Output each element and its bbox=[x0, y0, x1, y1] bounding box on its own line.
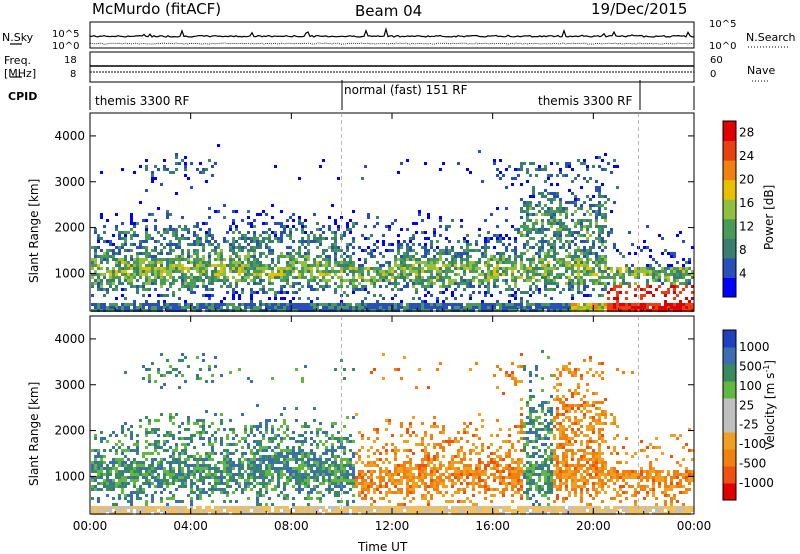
freq-tick-18: 18 bbox=[64, 55, 77, 66]
x-tick-label: 00:00 bbox=[73, 519, 108, 533]
velocity-panel-ytick-label: 1000 bbox=[54, 469, 85, 483]
freq-unit-label: [MHz] bbox=[4, 67, 37, 80]
power-panel-ytick-label: 3000 bbox=[54, 175, 85, 189]
velocity-colorbar-tick: 100 bbox=[739, 379, 762, 393]
nave-tick-60: 60 bbox=[710, 55, 723, 66]
velocity-colorbar-segment bbox=[723, 330, 736, 348]
velocity-colorbar-tick: -100 bbox=[739, 437, 766, 451]
power-colorbar-segment bbox=[723, 121, 736, 142]
nsearch-label: N.Search bbox=[746, 31, 796, 44]
power-colorbar-segment bbox=[723, 160, 736, 181]
velocity-colorbar-segment bbox=[723, 398, 736, 416]
nsky-trace bbox=[89, 26, 695, 38]
power-echo-field bbox=[91, 144, 694, 312]
power-colorbar-tick: 4 bbox=[739, 267, 747, 281]
velocity-colorbar-tick: 25 bbox=[739, 398, 754, 412]
x-tick-label: 16:00 bbox=[475, 519, 510, 533]
velocity-colorbar-segment bbox=[723, 347, 736, 365]
cpid-segment-3: themis 3300 RF bbox=[538, 94, 633, 108]
velocity-echo-field bbox=[91, 350, 694, 515]
x-tick-label: 08:00 bbox=[274, 519, 309, 533]
power-colorbar-segment bbox=[723, 277, 736, 298]
power-colorbar-segment bbox=[723, 238, 736, 259]
velocity-panel-ytick-label: 4000 bbox=[54, 332, 85, 346]
nave-label: Nave bbox=[747, 64, 776, 77]
power-panel-ytick-label: 1000 bbox=[54, 266, 85, 280]
power-panel-frame bbox=[89, 112, 695, 312]
noise-panel-frame bbox=[89, 21, 695, 49]
velocity-colorbar-frame bbox=[722, 329, 737, 501]
velocity-colorbar-segment bbox=[723, 415, 736, 433]
left-tick-1e5: 10^5 bbox=[52, 29, 80, 40]
velocity-colorbar-segment bbox=[723, 364, 736, 382]
power-colorbar-tick: 12 bbox=[739, 220, 754, 234]
right-tick-1e0: 10^0 bbox=[709, 41, 737, 52]
power-colorbar-tick: 8 bbox=[739, 243, 747, 257]
freq-tick-8: 8 bbox=[70, 69, 77, 80]
nsearch-trace bbox=[89, 42, 695, 45]
velocity-colorbar-segment bbox=[723, 449, 736, 467]
velocity-colorbar-segment bbox=[723, 466, 736, 484]
velocity-colorbar-tick: -1000 bbox=[739, 476, 774, 490]
x-tick-label: 04:00 bbox=[173, 519, 208, 533]
power-panel-ytick-label: 2000 bbox=[54, 221, 85, 235]
velocity-colorbar-segment bbox=[723, 381, 736, 399]
velocity-colorbar-tick: 1000 bbox=[739, 340, 770, 354]
left-tick-1e0: 10^0 bbox=[52, 41, 80, 52]
freq-panel-frame bbox=[89, 51, 695, 83]
power-colorbar-frame bbox=[722, 120, 737, 298]
velocity-panel-ytick-label: 2000 bbox=[54, 424, 85, 438]
station-title: McMurdo (fitACF) bbox=[92, 0, 222, 18]
beam-title: Beam 04 bbox=[355, 2, 423, 20]
x-tick-label: 00:00 bbox=[677, 519, 712, 533]
cpid-segment-2: normal (fast) 151 RF bbox=[344, 83, 468, 97]
power-colorbar-segment bbox=[723, 218, 736, 239]
power-colorbar-segment bbox=[723, 179, 736, 200]
velocity-panel-ytick-label: 3000 bbox=[54, 378, 85, 392]
velocity-colorbar-tick: -25 bbox=[739, 418, 759, 432]
velocity-colorbar-segment bbox=[723, 483, 736, 501]
power-colorbar-tick: 28 bbox=[739, 126, 754, 140]
power-colorbar-tick: 20 bbox=[739, 173, 754, 187]
power-colorbar-tick: 24 bbox=[739, 149, 754, 163]
right-tick-1e5: 10^5 bbox=[709, 19, 737, 30]
x-tick-label: 20:00 bbox=[576, 519, 611, 533]
power-colorbar-tick: 16 bbox=[739, 196, 754, 210]
cpid-label: CPID bbox=[8, 90, 38, 103]
velocity-colorbar-tick: 500 bbox=[739, 359, 762, 373]
velocity-colorbar-segment bbox=[723, 432, 736, 450]
x-tick-label: 12:00 bbox=[375, 519, 410, 533]
power-colorbar-segment bbox=[723, 199, 736, 220]
date-title: 19/Dec/2015 bbox=[591, 0, 688, 18]
freq-label: Freq. bbox=[4, 54, 32, 67]
nave-tick-0: 0 bbox=[710, 69, 717, 80]
nsky-label: N.Sky bbox=[2, 31, 34, 44]
x-axis-label: Time UT bbox=[358, 540, 408, 554]
power-colorbar-segment bbox=[723, 140, 736, 161]
power-colorbar-segment bbox=[723, 257, 736, 278]
velocity-colorbar-tick: -500 bbox=[739, 457, 766, 471]
cpid-segment-1: themis 3300 RF bbox=[95, 94, 190, 108]
power-panel-ytick-label: 4000 bbox=[54, 129, 85, 143]
